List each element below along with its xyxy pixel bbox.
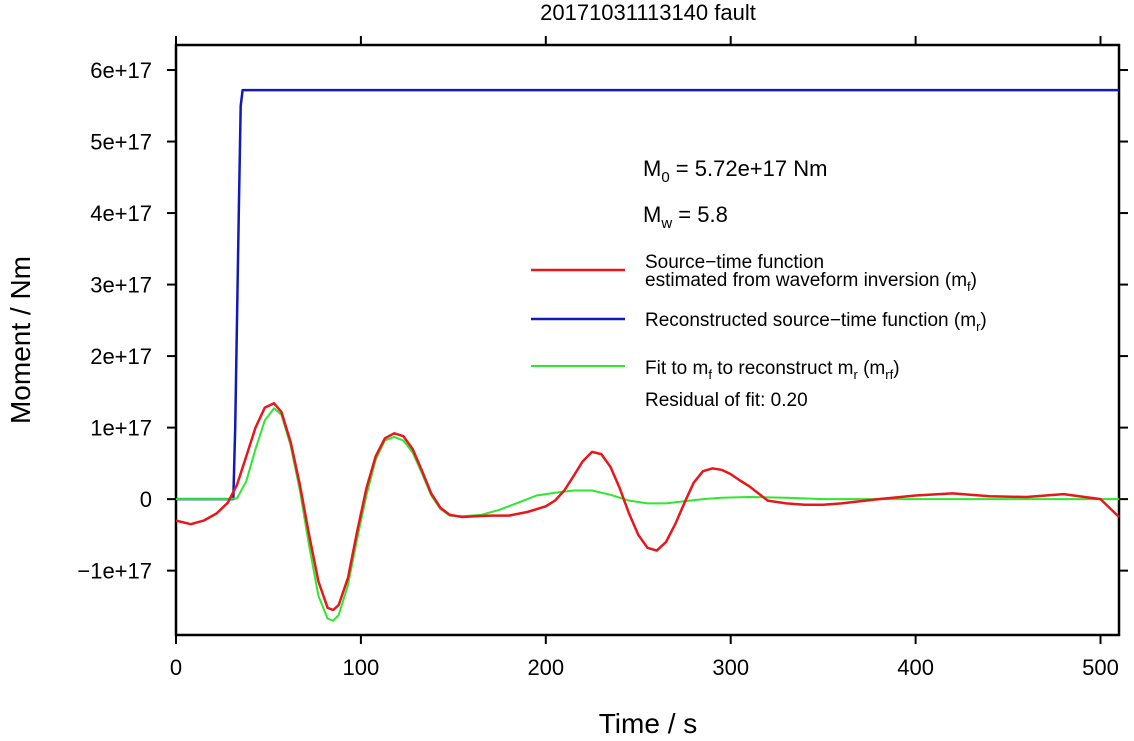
legend-mf-tail: )	[971, 270, 977, 291]
legend-label-mrf: Fit to mf to reconstruct mr (mrf)	[645, 358, 900, 382]
series-line-mrf	[176, 407, 1119, 622]
residual-annotation: Residual of fit: 0.20	[645, 390, 808, 411]
legend-mrf-pre: Fit to m	[645, 358, 708, 379]
series-layer	[175, 88, 1120, 622]
mw-subscript: w	[660, 215, 672, 232]
m0-value: = 5.72e+17 Nm	[670, 156, 828, 181]
legend-mrf-mid: to reconstruct m	[712, 358, 854, 379]
axis-ticks: 0 100 200 300 400 500 −1e+17 0 1e+17 2e+17 3e+17 4e…	[77, 36, 1128, 680]
legend-mf-sub: f	[967, 279, 971, 294]
y-tick-label: 6e+17	[90, 58, 152, 83]
y-tick-label: 4e+17	[90, 201, 152, 226]
m0-symbol: M	[643, 156, 661, 181]
legend-mf-text: estimated from waveform inversion (m	[645, 270, 967, 291]
x-tick-label: 0	[170, 655, 182, 680]
legend-mrf-mid2: (m	[858, 358, 885, 379]
x-tick-label: 200	[527, 655, 564, 680]
series-line-mf	[175, 402, 1120, 612]
m0-subscript: 0	[661, 169, 669, 186]
plot-frame	[174, 43, 1121, 637]
y-tick-label: 5e+17	[90, 130, 152, 155]
legend-label-mf-line1: Source−time function	[645, 252, 824, 273]
legend-mr-text: Reconstructed source−time function (m	[645, 310, 976, 331]
y-tick-label: −1e+17	[77, 559, 152, 584]
mw-symbol: M	[643, 202, 661, 227]
legend-label-mf-line2: estimated from waveform inversion (mf)	[645, 270, 977, 294]
y-axis-title: Moment / Nm	[5, 256, 36, 424]
y-tick-label: 0	[140, 487, 152, 512]
legend-mrf-sub2: r	[853, 367, 858, 382]
mw-value: = 5.8	[672, 202, 728, 227]
x-tick-label: 100	[343, 655, 380, 680]
y-tick-label: 1e+17	[90, 416, 152, 441]
m0-annotation: M0 = 5.72e+17 Nm	[643, 156, 827, 186]
legend-mr-tail: )	[980, 310, 986, 331]
y-tick-label: 2e+17	[90, 344, 152, 369]
legend: Source−time function estimated from wave…	[531, 252, 987, 411]
x-tick-label: 300	[712, 655, 749, 680]
legend-mrf-tail: )	[893, 358, 899, 379]
mw-annotation: Mw = 5.8	[643, 202, 728, 232]
legend-mrf-sub1: f	[708, 367, 712, 382]
legend-mr-sub: r	[976, 319, 981, 334]
x-axis-title: Time / s	[599, 708, 698, 736]
series-line-mr	[176, 88, 1119, 501]
y-tick-label: 3e+17	[90, 273, 152, 298]
x-tick-label: 400	[897, 655, 934, 680]
chart-title: 20171031113140 fault	[540, 0, 756, 25]
legend-mrf-sub3: rf	[885, 367, 893, 382]
legend-label-mr: Reconstructed source−time function (mr)	[645, 310, 987, 334]
x-tick-label: 500	[1082, 655, 1119, 680]
